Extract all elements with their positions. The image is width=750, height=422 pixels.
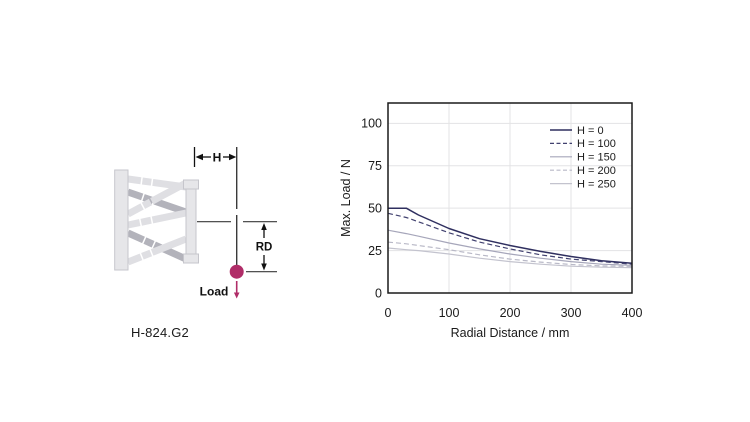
model-label: H-824.G2 — [131, 325, 189, 340]
x-tick-label: 100 — [439, 306, 460, 320]
horizontal-reference-line — [197, 221, 277, 273]
hexapod-strut — [127, 209, 187, 229]
legend-label: H = 150 — [577, 152, 616, 164]
dimension-h: H — [193, 147, 237, 167]
dim-h-arrow-left — [195, 153, 203, 161]
y-tick-label: 75 — [368, 159, 382, 173]
x-axis-title: Radial Distance / mm — [451, 326, 570, 340]
load-arrowhead — [233, 292, 240, 299]
hexapod-platform — [183, 179, 199, 264]
curve-H=250 — [387, 247, 633, 269]
plot-border — [387, 102, 633, 294]
legend-label: H = 100 — [577, 138, 616, 150]
dim-rd-label: RD — [256, 242, 273, 254]
y-tick-label: 50 — [368, 201, 382, 215]
load-label: Load — [200, 285, 229, 299]
chart-grid — [388, 103, 632, 293]
curve-H=150 — [387, 229, 633, 266]
hexapod-diagram: H RD Load — [114, 147, 277, 299]
dim-h-arrow-right — [229, 153, 237, 161]
dim-h-label: H — [213, 151, 222, 165]
hexapod-base-plate — [114, 169, 129, 271]
y-tick-label: 25 — [368, 244, 382, 258]
x-tick-label: 300 — [561, 306, 582, 320]
x-tick-labels: 0 100 200 300 400 — [385, 306, 643, 320]
hexapod-strut — [126, 179, 188, 218]
hexapod-strut — [126, 229, 188, 263]
chart-curves — [387, 207, 633, 269]
dim-rd-arrow-up — [261, 223, 267, 230]
curve-H=100 — [387, 212, 633, 265]
legend-label: H = 200 — [577, 165, 616, 177]
hexapod-struts — [126, 175, 188, 266]
legend-label: H = 0 — [577, 125, 604, 137]
curve-H=0 — [388, 207, 633, 265]
y-tick-labels: 0 25 50 75 100 — [361, 117, 382, 301]
dimension-rd: RD — [256, 223, 273, 271]
hexapod-strut — [126, 235, 188, 266]
x-tick-label: 0 — [385, 306, 392, 320]
x-tick-label: 200 — [500, 306, 521, 320]
x-tick-label: 400 — [622, 306, 643, 320]
y-tick-label: 0 — [375, 286, 382, 300]
curve-H=200 — [387, 241, 633, 267]
legend-label: H = 250 — [577, 178, 616, 190]
dim-rd-arrow-down — [261, 263, 267, 271]
load-arrow — [233, 281, 240, 299]
load-point-marker — [229, 264, 244, 279]
y-tick-label: 100 — [361, 117, 382, 131]
y-axis-title: Max. Load / N — [339, 159, 353, 237]
